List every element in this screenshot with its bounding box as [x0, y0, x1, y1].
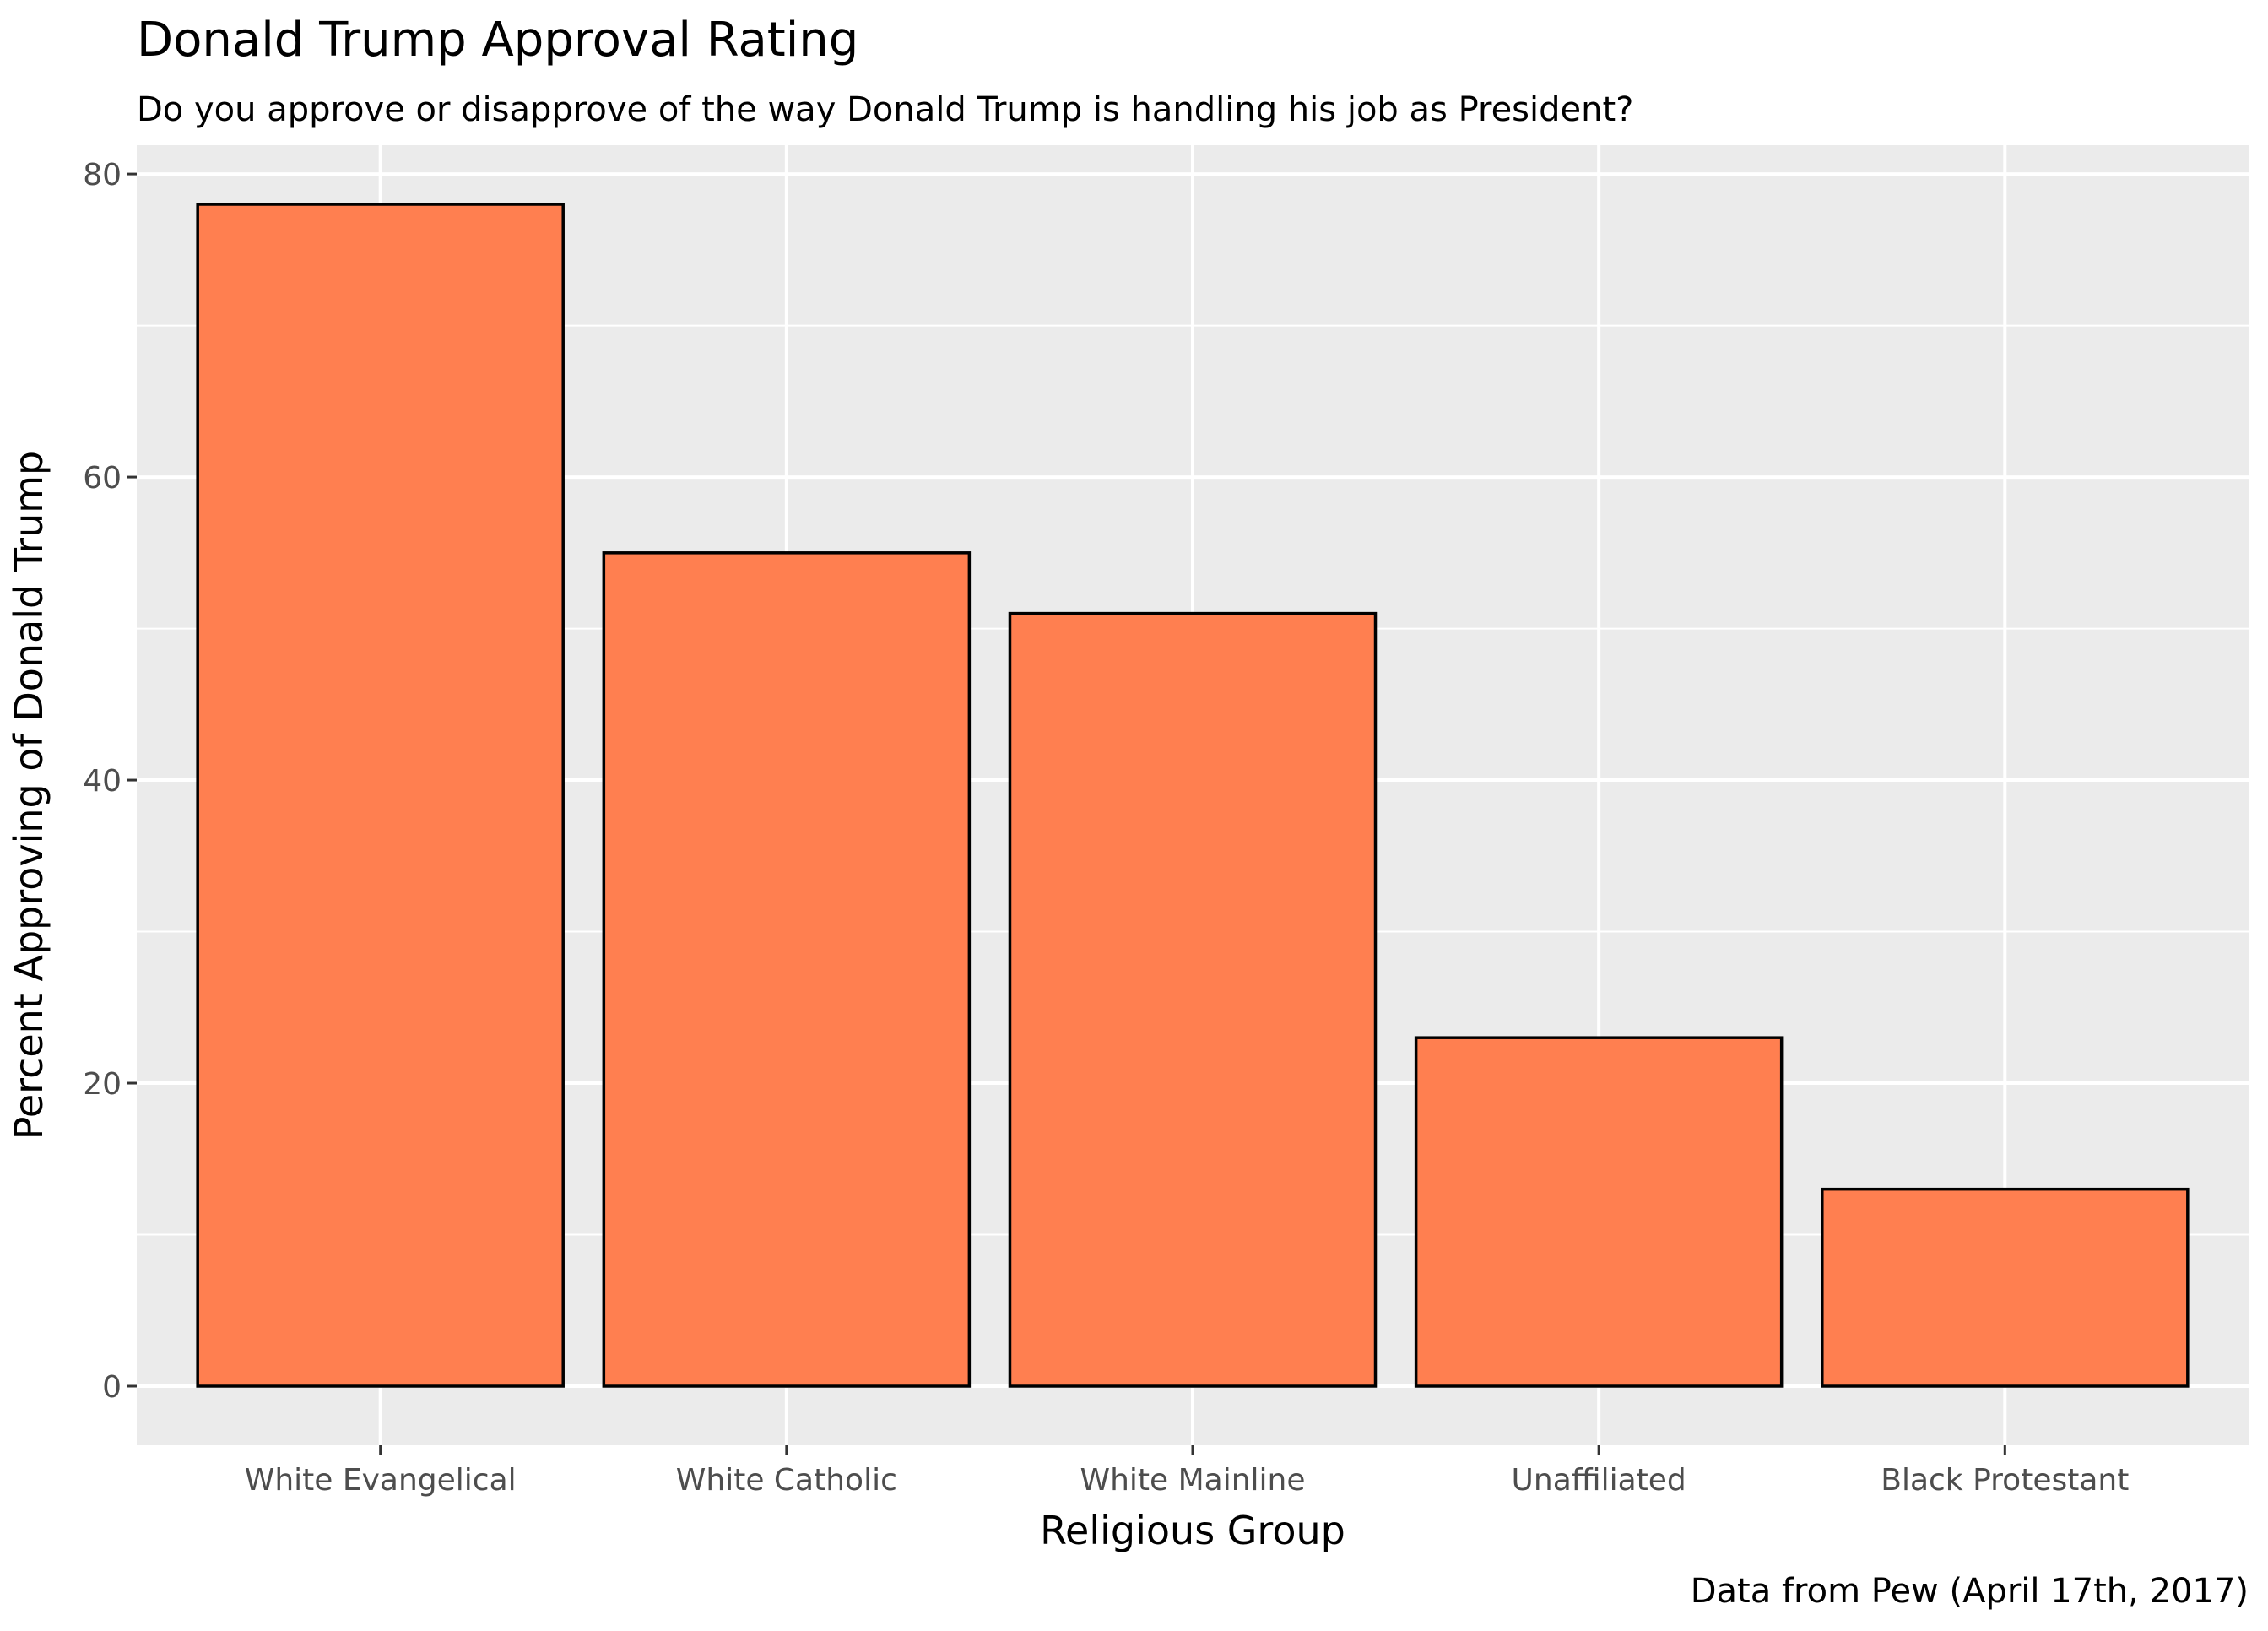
- chart-title: Donald Trump Approval Rating: [137, 13, 858, 68]
- bar-white-mainline: [1008, 611, 1378, 1388]
- y-tick-label: 0: [102, 1370, 122, 1405]
- chart-subtitle: Do you approve or disapprove of the way …: [137, 90, 1633, 129]
- x-tick-label: Unaffiliated: [1512, 1463, 1686, 1498]
- y-tick-label: 40: [83, 764, 122, 799]
- y-axis-ticks: 0 20 40 60 80: [83, 158, 137, 1405]
- x-tick-label: Black Protestant: [1881, 1463, 2129, 1498]
- bar-white-evangelical: [196, 203, 565, 1388]
- bar-black-protestant: [1821, 1187, 2190, 1388]
- bar-unaffiliated: [1414, 1036, 1784, 1388]
- y-tick-label: 80: [83, 158, 122, 192]
- bars: [196, 203, 2190, 1388]
- x-tick-label: White Mainline: [1080, 1463, 1305, 1498]
- y-tick-label: 60: [83, 461, 122, 496]
- x-axis-title: Religious Group: [1040, 1508, 1345, 1553]
- y-axis-title: Percent Approving of Donald Trump: [6, 451, 51, 1140]
- y-tick-label: 20: [83, 1067, 122, 1102]
- x-axis-ticks: White Evangelical White Catholic White Mai…: [245, 1445, 2129, 1498]
- bar-white-catholic: [602, 551, 972, 1388]
- chart-caption: Data from Pew (April 17th, 2017): [1691, 1572, 2249, 1611]
- x-tick-label: White Catholic: [676, 1463, 897, 1498]
- x-tick-label: White Evangelical: [245, 1463, 517, 1498]
